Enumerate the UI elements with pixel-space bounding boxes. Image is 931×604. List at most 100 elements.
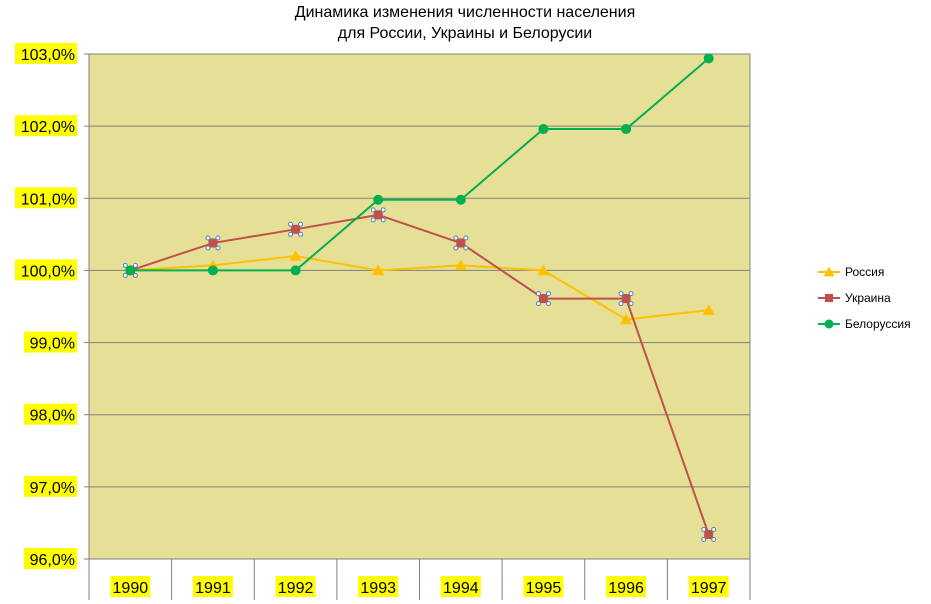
x-tick-label: 1992	[278, 580, 314, 597]
legend-marker	[824, 293, 834, 303]
x-tick-label: 1994	[443, 580, 479, 597]
y-tick-label-highlight	[15, 43, 77, 64]
selection-handle[interactable]	[535, 301, 541, 307]
selection-handle[interactable]	[628, 291, 634, 297]
y-tick-label-highlight	[15, 115, 77, 137]
x-tick-label-highlight	[110, 576, 151, 597]
legend: Россия Украина Белоруссия	[818, 265, 911, 331]
selection-handle[interactable]	[618, 291, 624, 297]
x-tick-label: 1996	[608, 580, 644, 597]
y-tick-label-highlight	[24, 475, 77, 497]
y-tick-label: 96,0%	[30, 552, 75, 569]
data-point	[372, 264, 385, 276]
y-tick-label: 98,0%	[30, 408, 75, 425]
legend-item: Россия	[818, 265, 884, 279]
data-point	[207, 265, 218, 276]
y-tick-label: 99,0%	[30, 336, 75, 353]
y-tick-label: 103,0%	[21, 47, 75, 64]
x-tick-label: 1997	[691, 580, 727, 597]
chart-title-line-2: для России, Украины и Белорусии	[338, 25, 592, 42]
selection-handle[interactable]	[453, 245, 459, 251]
series-line	[130, 255, 709, 321]
y-tick-label: 102,0%	[21, 119, 75, 136]
selection-handle[interactable]	[711, 536, 717, 542]
data-point	[620, 313, 633, 325]
selection-handle[interactable]	[701, 526, 707, 532]
y-tick-label-highlight	[24, 331, 77, 353]
data-point	[125, 265, 136, 276]
selection-handle[interactable]	[215, 235, 221, 241]
x-tick-label: 1991	[195, 580, 231, 597]
data-point	[456, 238, 466, 248]
selection-handle[interactable]	[132, 262, 138, 268]
selection-handle[interactable]	[380, 217, 386, 223]
x-tick-label-highlight	[275, 576, 316, 597]
data-point	[208, 238, 218, 248]
legend-item: Украина	[818, 291, 891, 305]
x-tick-label-highlight	[606, 576, 647, 597]
selection-handle[interactable]	[298, 221, 304, 227]
selection-handle[interactable]	[288, 221, 294, 227]
selection-handle[interactable]	[132, 272, 138, 278]
legend-label: Россия	[845, 265, 884, 279]
selection-handle[interactable]	[463, 235, 469, 241]
selection-handle[interactable]	[535, 291, 541, 297]
selection-handle[interactable]	[463, 245, 469, 251]
selection-handle[interactable]	[380, 207, 386, 213]
selection-handle[interactable]	[298, 231, 304, 237]
data-point	[373, 210, 383, 220]
data-point	[538, 294, 548, 304]
y-tick-label-highlight	[24, 403, 77, 425]
y-tick-label-highlight	[24, 548, 77, 569]
selection-handle[interactable]	[628, 301, 634, 307]
x-tick-label-highlight	[523, 576, 564, 597]
selection-handle[interactable]	[545, 291, 551, 297]
legend-label: Белоруссия	[845, 317, 911, 331]
legend-item: Белоруссия	[818, 317, 911, 331]
selection-handle[interactable]	[288, 231, 294, 237]
data-point	[537, 264, 550, 276]
selection-handle[interactable]	[122, 272, 128, 278]
selection-handle[interactable]	[453, 235, 459, 241]
data-point	[703, 53, 714, 64]
legend-label: Украина	[845, 291, 891, 305]
data-point	[289, 250, 302, 261]
selection-handle[interactable]	[711, 526, 717, 532]
data-point	[455, 194, 466, 205]
y-tick-label-highlight	[15, 187, 77, 209]
x-tick-label: 1995	[526, 580, 562, 597]
selection-handle[interactable]	[370, 207, 376, 213]
y-axis-tick-labels: 96,0% 97,0% 98,0% 99,0% 100,0% 101,0% 102,0% 10…	[15, 43, 77, 569]
plot-area	[88, 53, 751, 560]
series-circle	[125, 53, 714, 276]
x-tick-label: 1990	[113, 580, 149, 597]
data-point	[704, 529, 714, 539]
series-lines	[122, 53, 717, 542]
axes	[84, 53, 751, 600]
chart-title-line-1: Динамика изменения численности населения	[295, 4, 636, 21]
selection-handle[interactable]	[205, 235, 211, 241]
selection-handle[interactable]	[701, 536, 707, 542]
series-line	[129, 213, 710, 535]
legend-marker	[823, 266, 835, 277]
selection-handle[interactable]	[545, 301, 551, 307]
selection-handle[interactable]	[618, 301, 624, 307]
data-point	[454, 259, 467, 271]
x-tick-label-highlight	[192, 576, 233, 597]
x-axis-tick-labels: 1990 1991 1992 1993 1994 1995 1996 1997	[110, 576, 729, 597]
data-point	[702, 304, 715, 315]
data-point	[621, 124, 632, 135]
x-tick-label-highlight	[440, 576, 481, 597]
y-tick-label: 100,0%	[21, 263, 75, 280]
legend-marker	[824, 319, 834, 329]
selection-handle[interactable]	[215, 245, 221, 251]
selection-handle[interactable]	[122, 262, 128, 268]
selection-handle[interactable]	[370, 217, 376, 223]
y-tick-label: 101,0%	[21, 191, 75, 208]
data-point	[621, 294, 631, 304]
data-point	[290, 265, 301, 276]
x-tick-label-highlight	[358, 576, 399, 597]
selection-handle[interactable]	[205, 245, 211, 251]
